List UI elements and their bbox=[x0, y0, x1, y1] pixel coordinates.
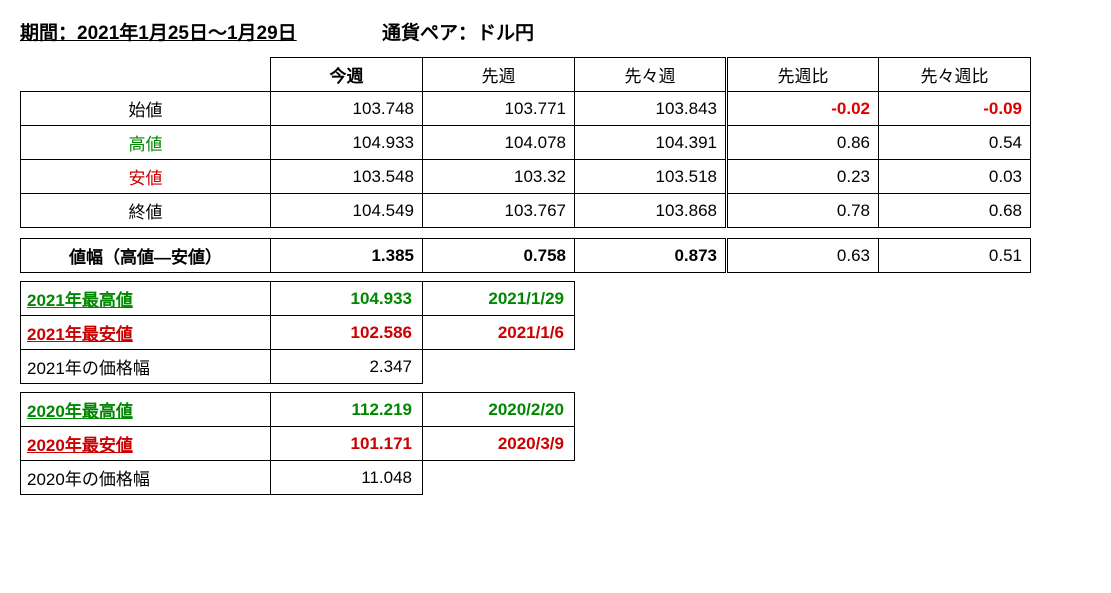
range-vs-two: 0.51 bbox=[879, 239, 1031, 273]
table-row: 終値104.549103.767103.8680.780.68 bbox=[21, 194, 1031, 228]
table-row: 安値103.548103.32103.5180.230.03 bbox=[21, 160, 1031, 194]
y2021-range-label: 2021年の価格幅 bbox=[21, 350, 271, 384]
cell-vs-two: 0.68 bbox=[879, 194, 1031, 228]
header: 期間：2021年1月25日～1月29日 通貨ペア：ドル円 bbox=[20, 18, 1091, 45]
y2021-low-value: 102.586 bbox=[271, 316, 423, 350]
cell-vs-last: 0.23 bbox=[727, 160, 879, 194]
cell-vs-two: -0.09 bbox=[879, 92, 1031, 126]
cell-two-weeks-ago: 103.518 bbox=[575, 160, 727, 194]
cell-this-week: 104.549 bbox=[271, 194, 423, 228]
y2020-high-date: 2020/2/20 bbox=[423, 393, 575, 427]
range-this-week: 1.385 bbox=[271, 239, 423, 273]
period-label: 期間：2021年1月25日～1月29日 bbox=[20, 23, 297, 44]
table-row: 高値104.933104.078104.3910.860.54 bbox=[21, 126, 1031, 160]
range-table: 値幅（高値―安値） 1.385 0.758 0.873 0.63 0.51 bbox=[20, 238, 1031, 273]
y2021-range-value: 2.347 bbox=[271, 350, 423, 384]
y2021-high-value: 104.933 bbox=[271, 282, 423, 316]
y2021-low-date: 2021/1/6 bbox=[423, 316, 575, 350]
cell-last-week: 104.078 bbox=[423, 126, 575, 160]
cell-last-week: 103.767 bbox=[423, 194, 575, 228]
cell-vs-last: 0.86 bbox=[727, 126, 879, 160]
y2020-low-date: 2020/3/9 bbox=[423, 427, 575, 461]
col-vs-two: 先々週比 bbox=[879, 58, 1031, 92]
cell-two-weeks-ago: 103.843 bbox=[575, 92, 727, 126]
range-label: 値幅（高値―安値） bbox=[21, 239, 271, 273]
table-row: 始値103.748103.771103.843-0.02-0.09 bbox=[21, 92, 1031, 126]
y2020-range-value: 11.048 bbox=[271, 461, 423, 495]
year-2021-table: 2021年最高値 104.933 2021/1/29 2021年最安値 102.… bbox=[20, 281, 575, 384]
y2020-high-value: 112.219 bbox=[271, 393, 423, 427]
y2020-low-label: 2020年最安値 bbox=[21, 427, 271, 461]
empty-corner bbox=[21, 58, 271, 92]
range-last-week: 0.758 bbox=[423, 239, 575, 273]
cell-two-weeks-ago: 103.868 bbox=[575, 194, 727, 228]
y2021-high-date: 2021/1/29 bbox=[423, 282, 575, 316]
cell-this-week: 103.748 bbox=[271, 92, 423, 126]
col-this-week: 今週 bbox=[271, 58, 423, 92]
cell-this-week: 103.548 bbox=[271, 160, 423, 194]
row-label: 始値 bbox=[21, 92, 271, 126]
row-label: 高値 bbox=[21, 126, 271, 160]
cell-last-week: 103.32 bbox=[423, 160, 575, 194]
row-label: 安値 bbox=[21, 160, 271, 194]
cell-two-weeks-ago: 104.391 bbox=[575, 126, 727, 160]
year-2020-table: 2020年最高値 112.219 2020/2/20 2020年最安値 101.… bbox=[20, 392, 575, 495]
row-label: 終値 bbox=[21, 194, 271, 228]
cell-vs-last: -0.02 bbox=[727, 92, 879, 126]
y2021-high-label: 2021年最高値 bbox=[21, 282, 271, 316]
currency-pair-label: 通貨ペア：ドル円 bbox=[382, 23, 534, 44]
cell-vs-two: 0.54 bbox=[879, 126, 1031, 160]
col-two-weeks-ago: 先々週 bbox=[575, 58, 727, 92]
col-vs-last: 先週比 bbox=[727, 58, 879, 92]
y2020-low-value: 101.171 bbox=[271, 427, 423, 461]
y2020-high-label: 2020年最高値 bbox=[21, 393, 271, 427]
range-two-weeks-ago: 0.873 bbox=[575, 239, 727, 273]
price-table: 今週 先週 先々週 先週比 先々週比 始値103.748103.771103.8… bbox=[20, 57, 1031, 228]
col-last-week: 先週 bbox=[423, 58, 575, 92]
cell-vs-two: 0.03 bbox=[879, 160, 1031, 194]
cell-last-week: 103.771 bbox=[423, 92, 575, 126]
range-vs-last: 0.63 bbox=[727, 239, 879, 273]
y2020-range-label: 2020年の価格幅 bbox=[21, 461, 271, 495]
cell-vs-last: 0.78 bbox=[727, 194, 879, 228]
y2021-low-label: 2021年最安値 bbox=[21, 316, 271, 350]
cell-this-week: 104.933 bbox=[271, 126, 423, 160]
